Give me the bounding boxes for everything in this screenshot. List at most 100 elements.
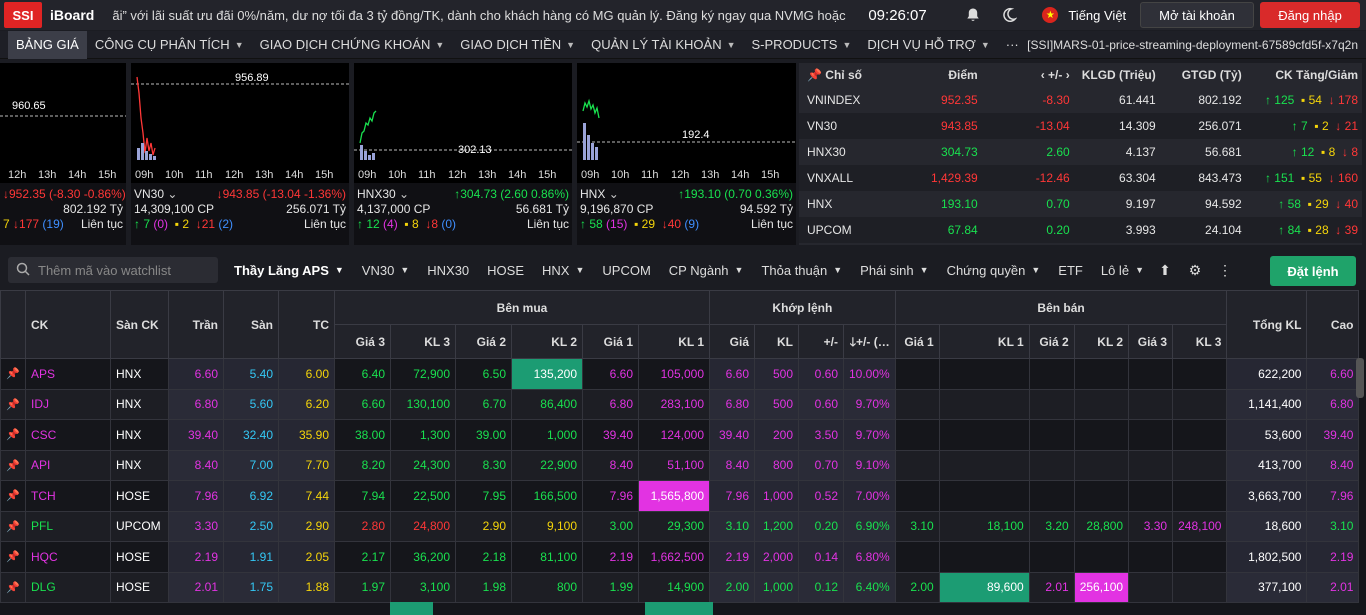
col-ask-price-2[interactable]: Giá 2 <box>1028 324 1075 359</box>
col-index-name[interactable]: 📌 Chỉ số <box>799 63 927 87</box>
stock-row[interactable]: 📌 HQC HOSE 2.19 1.91 2.05 2.17 36,200 2.18 81,100… <box>0 541 1360 573</box>
tab-label: Thỏa thuận <box>761 262 828 278</box>
watchlist-search-input[interactable] <box>38 262 208 278</box>
pin-icon[interactable]: 📌 <box>0 571 26 603</box>
tab-hose[interactable]: HOSE <box>487 262 525 278</box>
more-vertical-icon[interactable]: ⋮ <box>1217 261 1232 278</box>
tab-sector[interactable]: CP Ngành ▼ <box>669 263 744 278</box>
col-bid-vol-1[interactable]: KL 1 <box>638 324 710 359</box>
col-reference[interactable]: TC <box>278 290 335 359</box>
watchlist-search[interactable] <box>8 257 218 283</box>
col-bid-price-2[interactable]: Giá 2 <box>455 324 512 359</box>
pin-icon[interactable]: 📌 <box>0 480 26 512</box>
count-up: 12 <box>366 217 380 231</box>
chevron-down-icon[interactable]: ⌄ <box>167 187 178 201</box>
col-ceiling[interactable]: Trần <box>168 290 224 359</box>
news-ticker[interactable]: ãi” với lãi suất ưu đãi 0%/năm, dư nợ tố… <box>112 7 846 23</box>
stock-row[interactable]: 📌 API HNX 8.40 7.00 7.70 8.20 24,300 8.30 22,900 8… <box>0 449 1360 481</box>
ceiling-price: 2.19 <box>168 541 224 573</box>
menu-more[interactable]: ··· <box>1005 37 1019 52</box>
tab-thay-lang-aps[interactable]: Thầy Lăng APS ▼ <box>234 263 344 278</box>
stock-row[interactable]: 📌 IDJ HNX 6.80 5.60 6.20 6.60 130,100 6.70 86,400… <box>0 388 1360 420</box>
tab-warrants[interactable]: Chứng quyền ▼ <box>947 263 1041 278</box>
moon-icon[interactable] <box>998 4 1020 26</box>
square-icon: ▪ <box>1300 171 1306 185</box>
tab-derivatives[interactable]: Phái sinh ▼ <box>860 263 928 278</box>
col-match-vol[interactable]: KL <box>754 324 799 359</box>
match-vol: 1,200 <box>754 510 799 542</box>
index-row[interactable]: VNINDEX 952.35 -8.30 61.441 802.192 ↑ 125 ▪ 5… <box>799 87 1362 113</box>
col-bid-vol-3[interactable]: KL 3 <box>390 324 456 359</box>
chart-hnx30[interactable]: 302.13 09h 10h 11h 12h 13h 14h 15h HNX30 ⌄ ↑304… <box>354 63 572 245</box>
col-bid-vol-2[interactable]: KL 2 <box>511 324 583 359</box>
menu-price-board[interactable]: BẢNG GIÁ <box>8 30 87 59</box>
count-flat: 2 <box>182 217 190 231</box>
col-change[interactable]: ‹ +/- › <box>982 63 1074 87</box>
col-ask-vol-2[interactable]: KL 2 <box>1073 324 1130 359</box>
stock-row[interactable]: 📌 DLG HOSE 2.01 1.75 1.88 1.97 3,100 1.98 800 1.99… <box>0 571 1360 603</box>
col-ask-price-3[interactable]: Giá 3 <box>1128 324 1174 359</box>
col-floor[interactable]: Sàn <box>223 290 279 359</box>
pin-icon[interactable]: 📌 <box>0 358 26 390</box>
vietnam-flag-icon[interactable]: ★ <box>1042 7 1059 23</box>
tick-label: 13h <box>701 169 720 181</box>
menu-s-products[interactable]: S-PRODUCTS ▼ <box>744 31 860 59</box>
col-change-pct[interactable]: 🡓+/- (… <box>843 324 896 359</box>
menu-analysis-tools[interactable]: CÔNG CỤ PHÂN TÍCH ▼ <box>87 31 252 59</box>
arrow-up-icon[interactable]: ⬆ <box>1159 261 1171 278</box>
chevron-down-icon[interactable]: ⌄ <box>399 187 410 201</box>
menu-securities-trading[interactable]: GIAO DỊCH CHỨNG KHOÁN ▼ <box>252 31 453 59</box>
menu-cash-transactions[interactable]: GIAO DỊCH TIỀN ▼ <box>452 31 583 59</box>
tab-odd-lot[interactable]: Lô lẻ ▼ <box>1101 263 1144 278</box>
index-row[interactable]: VNXALL 1,429.39 -12.46 63.304 843.473 ↑ 151 ▪… <box>799 165 1362 191</box>
col-total-volume[interactable]: Tổng KL <box>1226 290 1308 359</box>
chevron-down-icon[interactable]: ⌄ <box>608 187 619 201</box>
stock-row[interactable]: 📌 TCH HOSE 7.96 6.92 7.44 7.94 22,500 7.95 166,50… <box>0 480 1360 512</box>
stock-row[interactable]: 📌 APS HNX 6.60 5.40 6.00 6.40 72,900 6.50 135,200… <box>0 358 1360 390</box>
ask-vol-2: 256,100 <box>1073 571 1130 603</box>
pin-icon[interactable]: 📌 <box>0 541 26 573</box>
pin-icon[interactable]: 📌 <box>0 449 26 481</box>
pin-icon[interactable]: 📌 <box>0 419 26 451</box>
open-account-button[interactable]: Mở tài khoản <box>1140 2 1254 28</box>
col-ask-vol-1[interactable]: KL 1 <box>938 324 1030 359</box>
index-row[interactable]: HNX 193.10 0.70 9.197 94.592 ↑ 58 ▪ 29 ↓ 40 <box>799 191 1362 217</box>
login-button[interactable]: Đăng nhập <box>1260 2 1360 28</box>
menu-support-services[interactable]: DỊCH VỤ HỖ TRỢ ▼ <box>859 31 997 59</box>
tab-hnx30[interactable]: HNX30 <box>427 262 470 278</box>
col-ask-price-1[interactable]: Giá 1 <box>894 324 940 359</box>
board-scrollbar[interactable] <box>1356 358 1364 398</box>
bid-price-1: 39.40 <box>582 419 639 451</box>
ssi-logo[interactable]: SSI <box>4 2 42 28</box>
tab-put-through[interactable]: Thỏa thuận ▼ <box>761 263 842 278</box>
col-change[interactable]: +/- <box>798 324 844 359</box>
index-row[interactable]: VN30 943.85 -13.04 14.309 256.071 ↑ 7 ▪ 2 ↓ 2… <box>799 113 1362 139</box>
place-order-button[interactable]: Đặt lệnh <box>1270 256 1356 286</box>
pin-icon[interactable]: 📌 <box>0 510 26 542</box>
col-exchange[interactable]: Sàn CK <box>110 290 169 359</box>
col-bid-price-3[interactable]: Giá 3 <box>334 324 391 359</box>
stock-row[interactable]: 📌 CSC HNX 39.40 32.40 35.90 38.00 1,300 39.00 1,0… <box>0 419 1360 451</box>
col-ask-vol-3[interactable]: KL 3 <box>1172 324 1228 359</box>
floor-price: 1.91 <box>223 541 279 573</box>
col-bid-price-1[interactable]: Giá 1 <box>582 324 639 359</box>
bell-icon[interactable] <box>962 4 984 26</box>
col-ck[interactable]: CK <box>25 290 111 359</box>
chart-hnx[interactable]: 192.4 09h 10h 11h 12h 13h 14h 15h HNX ⌄ ↑193.10… <box>577 63 796 245</box>
chart-vnindex[interactable]: 960.65 12h 13h 14h 15h ↓952.35 (-8.30 -0.86… <box>0 63 126 245</box>
tab-vn30[interactable]: VN30 ▼ <box>362 263 409 278</box>
tab-hnx[interactable]: HNX ▼ <box>542 263 584 278</box>
stock-row[interactable]: 📌 PFL UPCOM 3.30 2.50 2.90 2.80 24,800 2.90 9,100… <box>0 510 1360 542</box>
chart-vn30[interactable]: 956.89 09h 10h 11h 12h 13h 14h 15h VN30 ⌄ ↓943.… <box>131 63 349 245</box>
pin-icon[interactable]: 📌 <box>0 388 26 420</box>
col-high[interactable]: Cao <box>1306 290 1360 359</box>
language-selector[interactable]: Tiếng Việt <box>1068 7 1127 23</box>
menu-account-management[interactable]: QUẢN LÝ TÀI KHOẢN ▼ <box>583 31 743 59</box>
gear-icon[interactable]: ⚙ <box>1188 261 1202 278</box>
index-row[interactable]: HNX30 304.73 2.60 4.137 56.681 ↑ 12 ▪ 8 ↓ 8 <box>799 139 1362 165</box>
index-row[interactable]: UPCOM 67.84 0.20 3.993 24.104 ↑ 84 ▪ 28 ↓ 39 <box>799 217 1362 243</box>
tab-etf[interactable]: ETF <box>1058 262 1083 278</box>
count-ceiling: (15) <box>606 217 628 231</box>
tab-upcom[interactable]: UPCOM <box>602 262 651 278</box>
col-match-price[interactable]: Giá <box>709 324 755 359</box>
